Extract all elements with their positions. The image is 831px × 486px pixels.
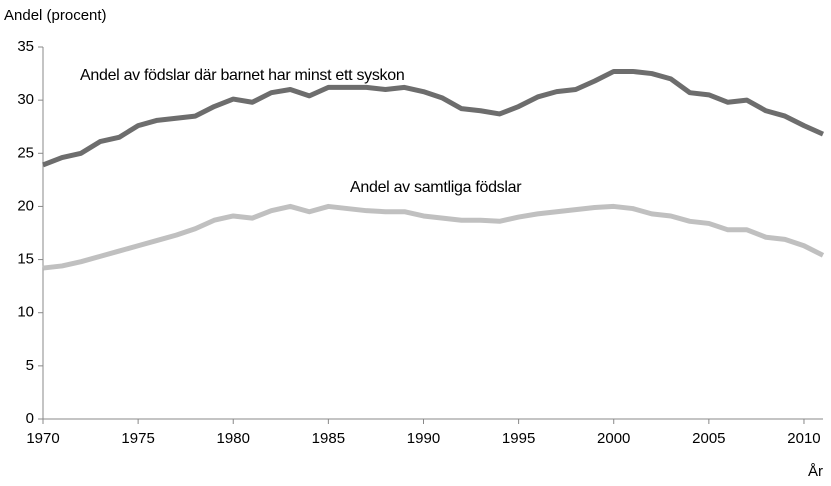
- x-tick-label: 2000: [597, 430, 630, 447]
- y-tick-label: 30: [17, 91, 34, 108]
- y-axis-label: Andel (procent): [4, 7, 107, 24]
- x-tick-label: 1985: [312, 430, 345, 447]
- y-tick-label: 25: [17, 144, 34, 161]
- y-tick-label: 20: [17, 197, 34, 214]
- x-tick-label: 2005: [692, 430, 725, 447]
- y-tick-label: 15: [17, 251, 34, 268]
- x-tick-label: 1970: [26, 430, 59, 447]
- x-axis-label: År: [808, 463, 823, 480]
- series-line: [42, 203, 825, 271]
- series-label: Andel av födslar där barnet har minst et…: [80, 67, 404, 84]
- y-tick-label: 5: [26, 357, 34, 374]
- y-tick-label: 35: [17, 38, 34, 55]
- y-tick-label: 10: [17, 304, 34, 321]
- series-line: [42, 68, 825, 168]
- x-tick-label: 1980: [217, 430, 250, 447]
- x-tick-label: 2010: [787, 430, 820, 447]
- y-tick-label: 0: [26, 410, 34, 427]
- x-tick-label: 1990: [407, 430, 440, 447]
- x-tick-label: 1995: [502, 430, 535, 447]
- x-tick-label: 1975: [121, 430, 154, 447]
- series-label: Andel av samtliga födslar: [350, 179, 522, 196]
